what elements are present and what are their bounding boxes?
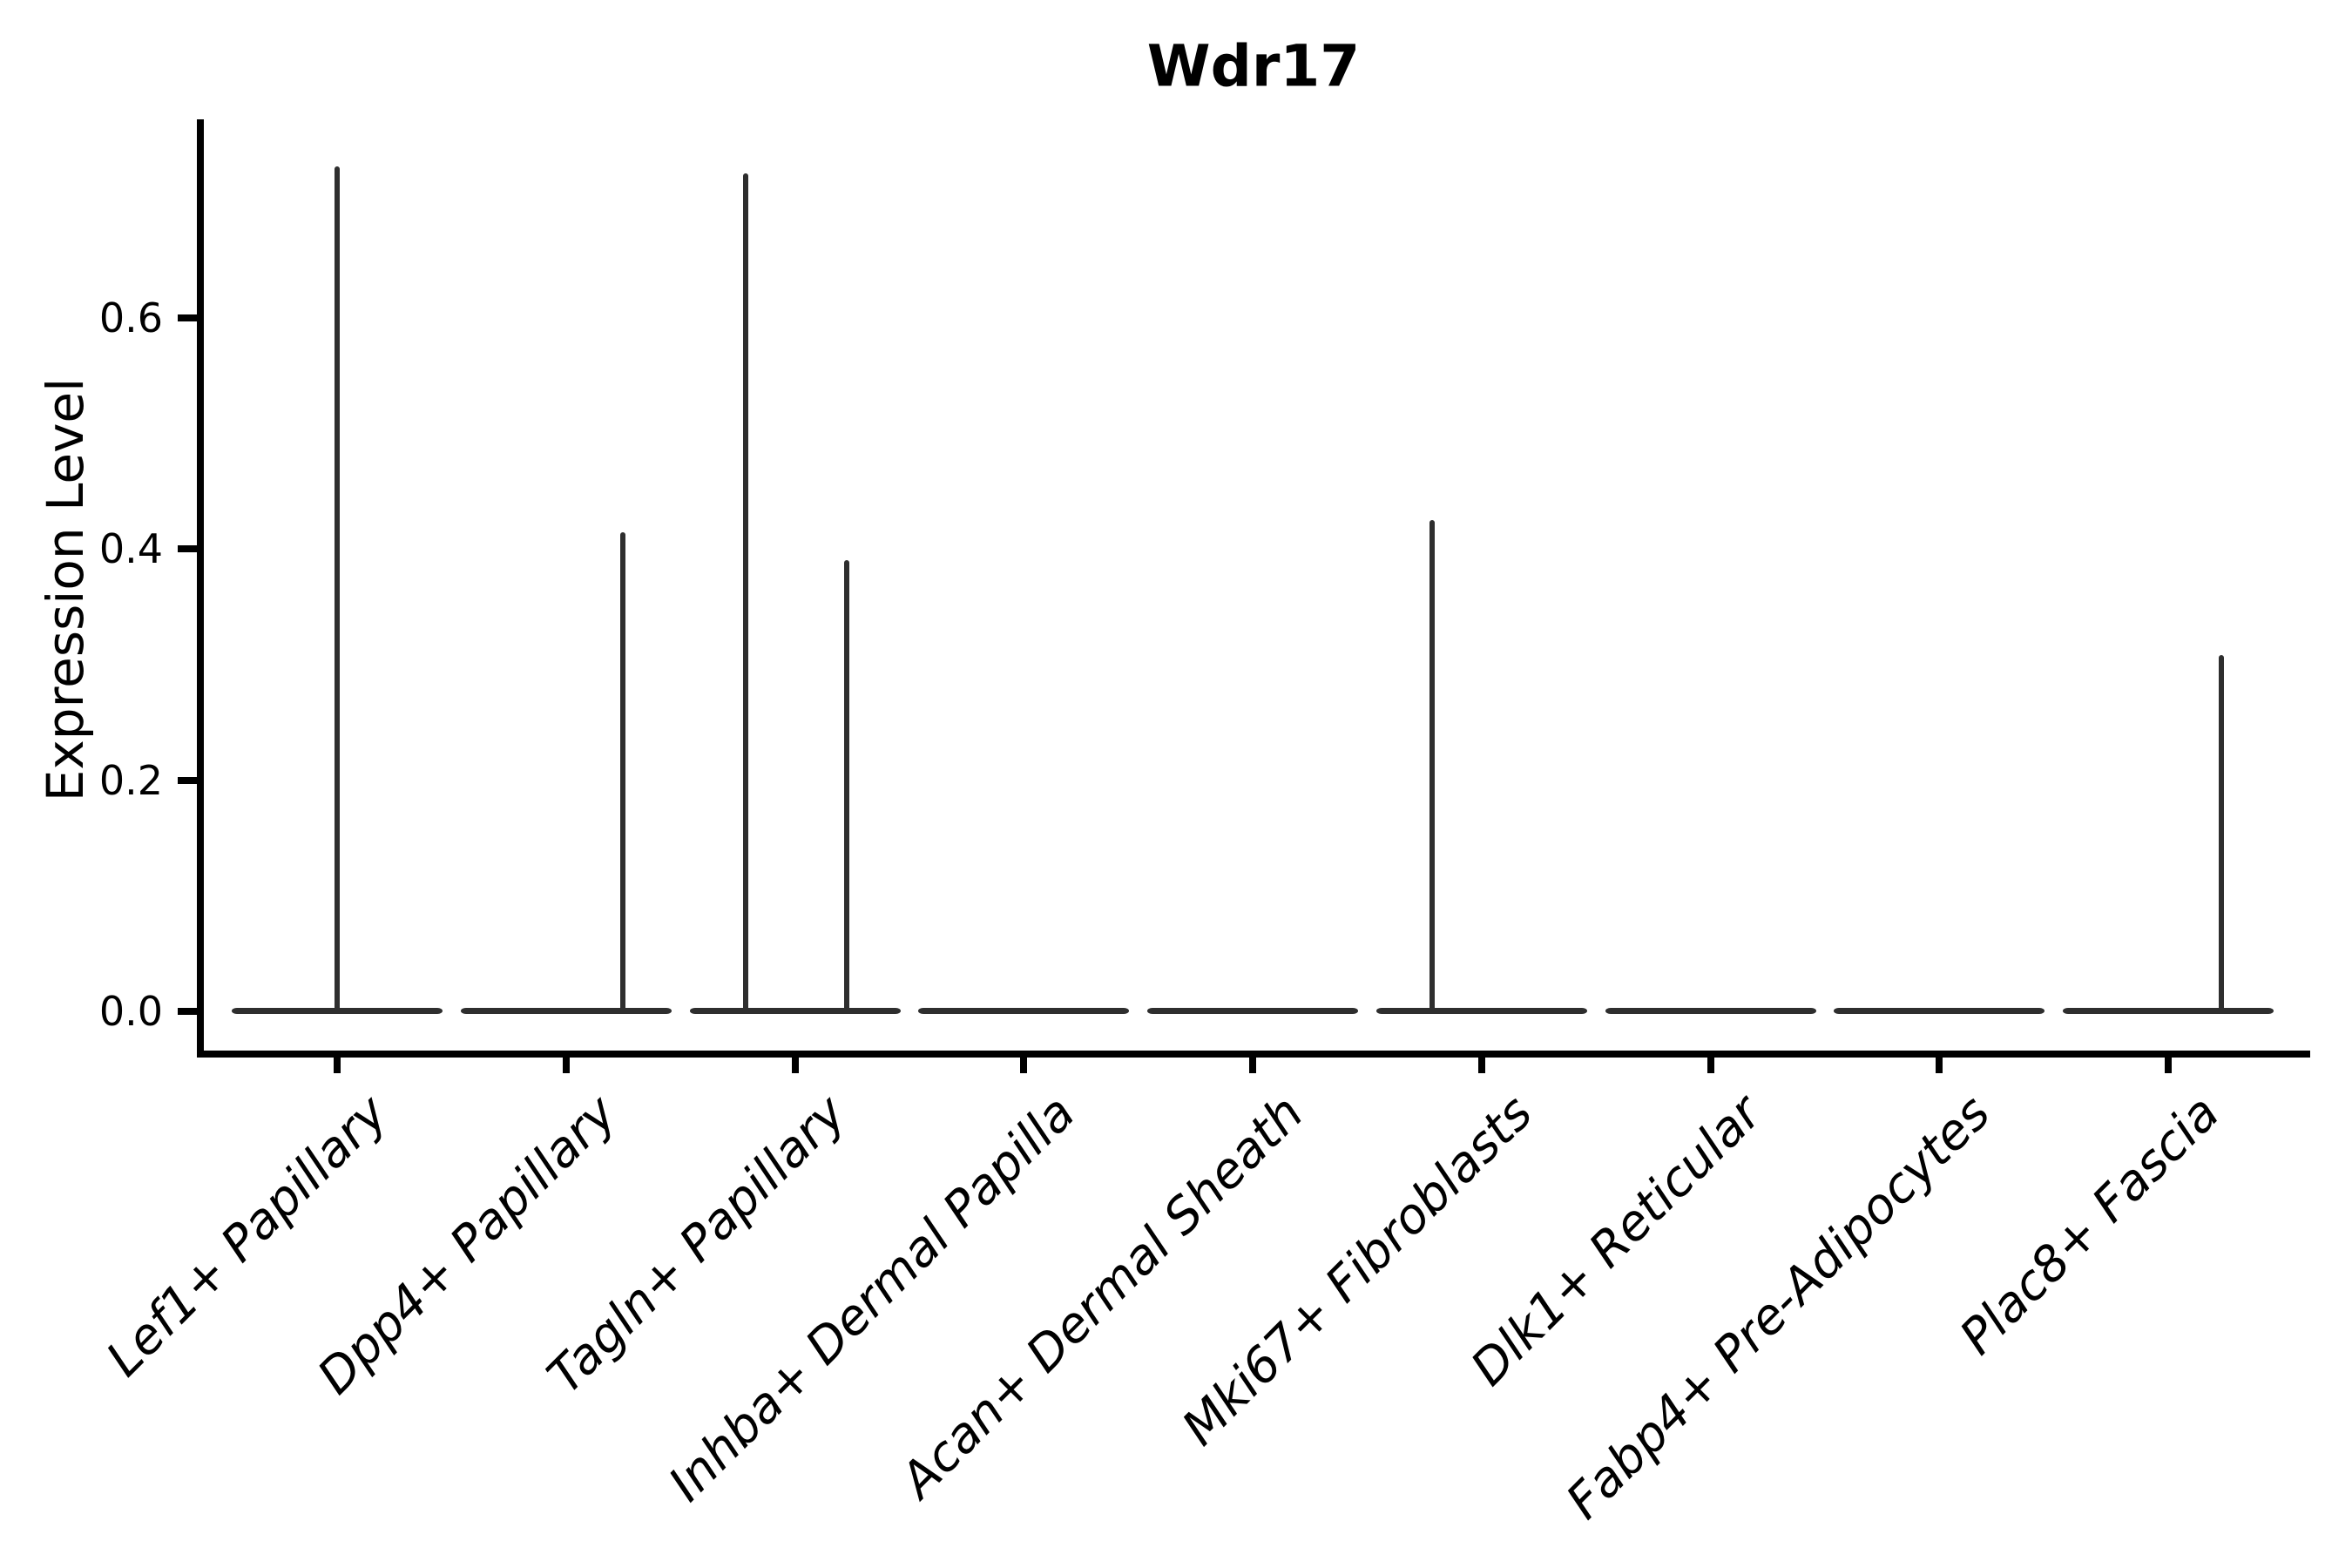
x-tick-mark [1249,1058,1256,1073]
violin-body [689,1008,901,1014]
y-tick-label: 0.6 [98,294,163,341]
violin-body [2063,1008,2274,1014]
y-axis-label: Expression Level [36,377,95,802]
violin-body [918,1008,1130,1014]
y-tick-mark [178,776,197,784]
y-tick-label: 0.4 [98,525,163,572]
x-tick-mark [562,1058,570,1073]
x-tick-mark [1936,1058,1943,1073]
y-tick-mark [178,314,197,321]
x-tick-mark [2165,1058,2172,1073]
chart-title: Wdr17 [1146,32,1361,100]
y-tick-label: 0.2 [98,756,163,804]
x-tick-label: Fabp4+ Pre-Adipocytes [1556,1085,2002,1531]
violin-body [1375,1008,1587,1014]
x-tick-mark [1477,1058,1485,1073]
y-tick-mark [178,545,197,552]
x-tick-label: Acan+ Dermal Sheath [890,1085,1315,1510]
x-tick-mark [1707,1058,1714,1073]
violin-body [1147,1008,1358,1014]
y-axis-spine [197,119,204,1058]
violin-body [460,1008,672,1014]
violin-spike [2219,655,2224,1011]
violin-body [1605,1008,1816,1014]
violin-spike [1429,520,1435,1011]
violin-spike [843,560,849,1011]
y-tick-label: 0.0 [98,988,163,1035]
violin-spike [335,166,340,1011]
x-tick-mark [791,1058,799,1073]
x-tick-label: Inhba+ Dermal Papilla [658,1085,1086,1513]
violin-spike [742,173,748,1011]
violin-spike [619,532,625,1011]
violin-body [1834,1008,2045,1014]
x-tick-mark [1020,1058,1028,1073]
x-axis-spine [197,1051,2310,1058]
x-tick-mark [334,1058,341,1073]
y-tick-mark [178,1008,197,1015]
